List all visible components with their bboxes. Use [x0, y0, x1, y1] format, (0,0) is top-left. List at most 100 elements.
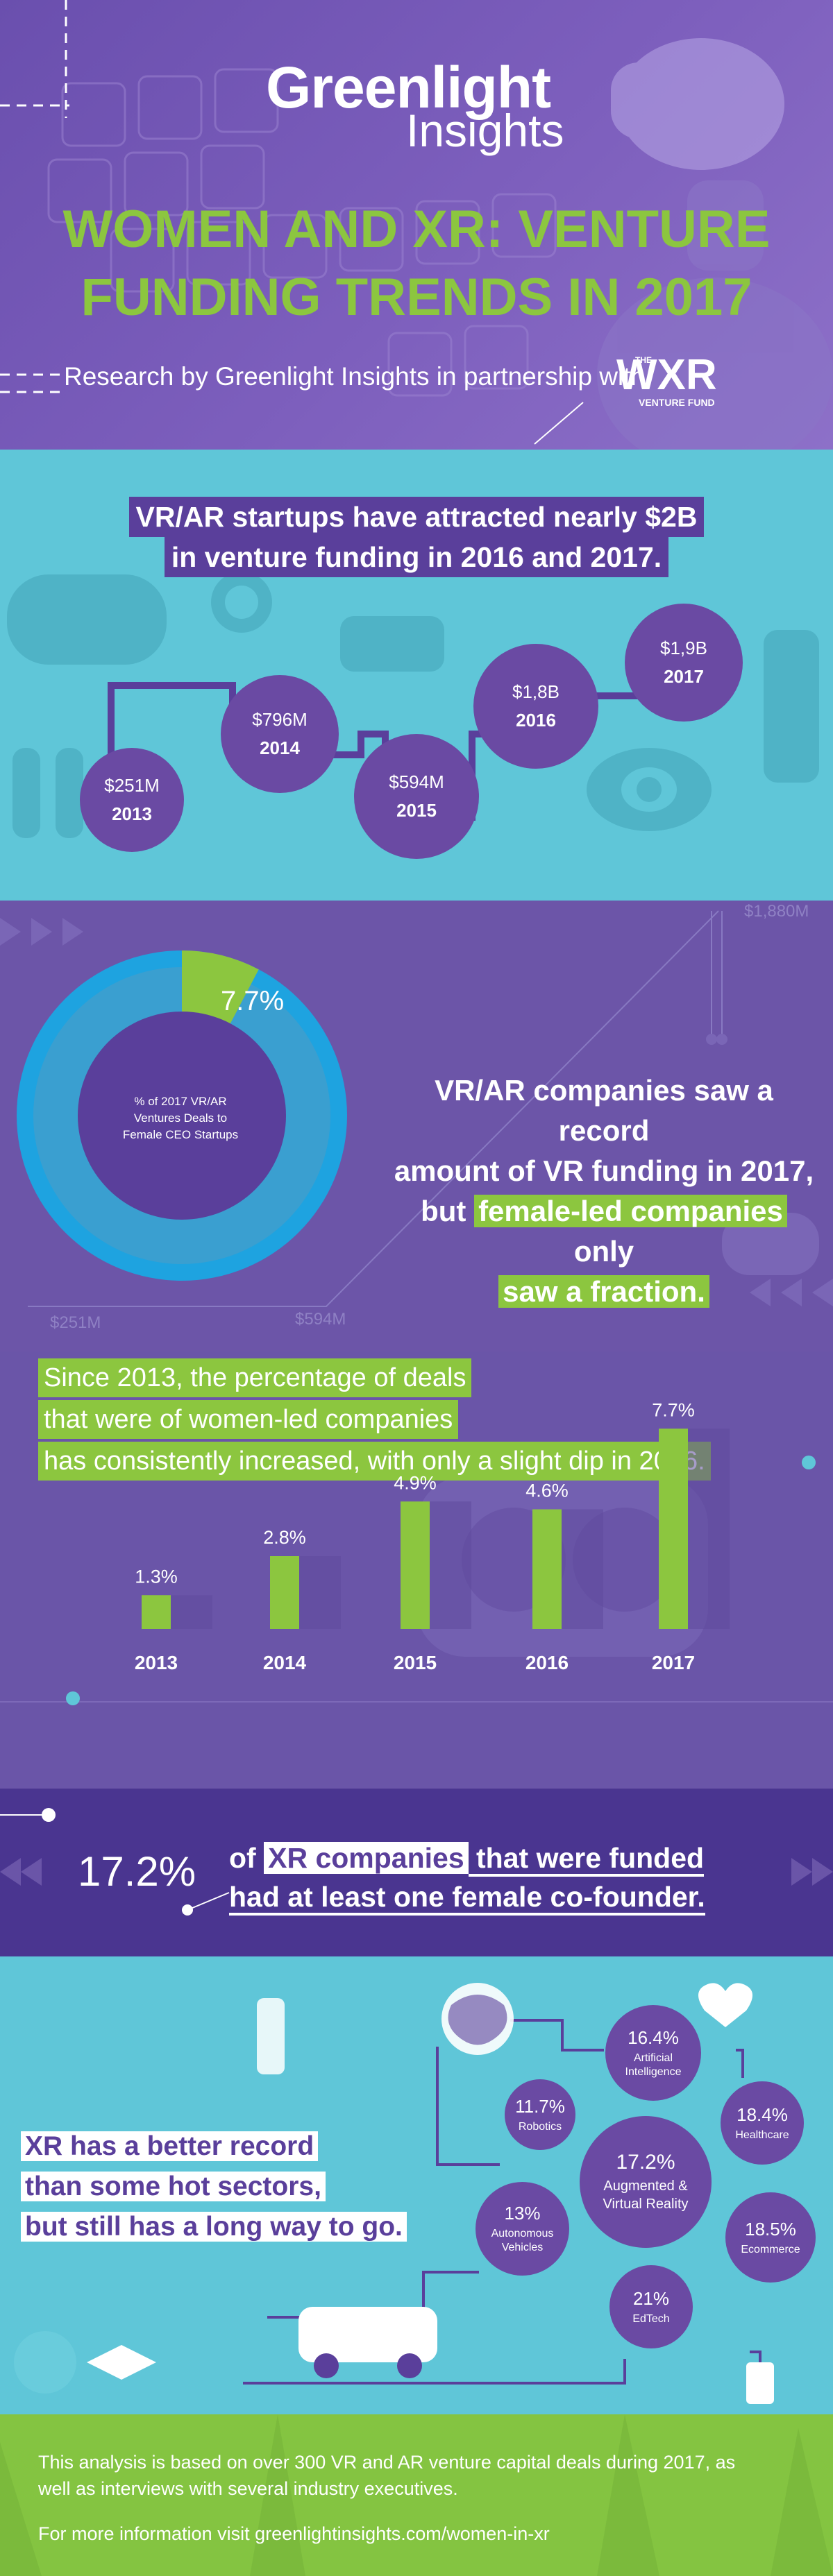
footer-section: This analysis is based on over 300 VR an…: [0, 2414, 833, 2576]
sectors-section: XR has a better record than some hot sec…: [0, 1956, 833, 2414]
heart-monitor-icon: [698, 1983, 752, 2027]
funding-value: $1,9B: [660, 638, 707, 658]
record-background: [0, 910, 833, 1307]
sector-bubble-ai: 16.4% Artificial Intelligence: [605, 2005, 701, 2101]
shopping-tag-icon: [746, 2362, 774, 2404]
bar-2017: [659, 1428, 688, 1629]
funding-bubble-2014: $796M 2014: [221, 675, 339, 793]
record-line1: VR/AR companies saw a record: [435, 1074, 773, 1147]
bar-2015: [401, 1501, 430, 1629]
funding-headline-line2: in venture funding in 2016 and 2017.: [164, 537, 669, 577]
partner-logo-small: THE: [635, 355, 652, 365]
bar-shadow: [299, 1556, 341, 1629]
sector-name: Autonomous Vehicles: [491, 2228, 554, 2253]
bar-value-label: 7.7%: [652, 1399, 695, 1420]
sectors-line1: XR has a better record: [21, 2131, 319, 2161]
sector-pct: 18.4%: [737, 2104, 788, 2125]
ghost-label-1880: $1,880M: [744, 902, 809, 921]
cofounder-line2: had at least one female co-founder.: [229, 1881, 705, 1916]
cofounder-text: of XR companies that were funded had at …: [229, 1839, 705, 1916]
cofounder-section: 17.2% of XR companies that were funded h…: [0, 1789, 833, 1956]
bar-category-label: 2013: [135, 1652, 178, 1673]
record-highlight: female-led companies: [474, 1195, 787, 1227]
donut-center-text: % of 2017 VR/AR Ventures Deals to Female…: [122, 1095, 239, 1141]
cofounder-highlight: XR companies: [264, 1842, 469, 1874]
funding-section: VR/AR startups have attracted nearly $2B…: [0, 450, 833, 901]
sectors-line3: but still has a long way to go.: [21, 2212, 407, 2242]
footer-line1: This analysis is based on over 300 VR an…: [38, 2452, 736, 2473]
bar-category-label: 2014: [263, 1652, 307, 1673]
bar-value-label: 4.6%: [525, 1481, 569, 1501]
bar-value-label: 2.8%: [263, 1527, 306, 1548]
funding-year: 2017: [664, 666, 704, 687]
logo-greenlight: Greenlight: [266, 55, 551, 120]
vr-tiles-decoration: [0, 0, 833, 450]
funding-year: 2014: [260, 737, 300, 758]
bar-shadow: [562, 1509, 603, 1629]
funding-bubble-2016: $1,8B 2016: [473, 644, 598, 769]
car-icon: [298, 2307, 437, 2362]
trend-section: Since 2013, the percentage of deals that…: [0, 1351, 833, 1789]
record-text: VR/AR companies saw a record amount of V…: [392, 1071, 816, 1312]
logo-insights: Insights: [406, 105, 564, 156]
sector-name: Robotics: [518, 2120, 562, 2133]
sector-name: EdTech: [632, 2312, 670, 2325]
bar-2016: [532, 1509, 562, 1629]
footer-line2: well as interviews with several industry…: [38, 2478, 458, 2499]
sector-name: Artificial Intelligence: [625, 2052, 682, 2078]
sectors-text: XR has a better record than some hot sec…: [21, 2126, 407, 2247]
header-section: Greenlight Insights WOMEN AND XR: VENTUR…: [0, 0, 833, 450]
bar-value-label: 4.9%: [394, 1472, 437, 1493]
funding-year: 2015: [396, 800, 437, 821]
sector-bubble-healthcare: 18.4% Healthcare: [721, 2081, 804, 2165]
sectors-background: [14, 1983, 774, 2404]
funding-year: 2013: [112, 803, 152, 824]
bar-value-label: 1.3%: [135, 1566, 178, 1587]
funding-value: $594M: [389, 771, 444, 792]
trend-text: Since 2013, the percentage of deals that…: [38, 1358, 711, 1481]
funding-bubble-2017: $1,9B 2017: [625, 604, 743, 722]
sector-name: Healthcare: [735, 2129, 789, 2141]
sectors-line2: than some hot sectors,: [21, 2172, 326, 2201]
cofounder-pct: 17.2%: [78, 1848, 196, 1895]
bar-category-label: 2017: [652, 1652, 695, 1673]
funding-year: 2016: [516, 710, 556, 731]
bar-shadow: [171, 1595, 212, 1629]
robot-hand-icon: [257, 1998, 285, 2074]
sector-bubble-autonomous: 13% Autonomous Vehicles: [476, 2182, 569, 2276]
trend-line2: that were of women-led companies: [38, 1400, 459, 1439]
graduation-cap-icon: [87, 2345, 156, 2380]
record-line3-post: only: [573, 1235, 634, 1268]
bar-shadow: [688, 1428, 730, 1629]
bar-category-label: 2015: [394, 1652, 437, 1673]
ghost-label-251: $251M: [50, 1313, 101, 1332]
footer-background: [0, 2414, 833, 2576]
partner-text: Research by Greenlight Insights in partn…: [64, 362, 646, 391]
funding-bubble-2013: $251M 2013: [80, 748, 184, 852]
cofounder-post: that were funded: [468, 1842, 705, 1877]
record-line3: but female-led companies only: [392, 1191, 816, 1272]
sector-pct: 13%: [504, 2203, 541, 2224]
sector-bubble-xr: 17.2% Augmented & Virtual Reality: [580, 2116, 712, 2248]
female-ceo-donut-chart: [17, 950, 347, 1281]
page-title-line2: FUNDING TRENDS IN 2017: [81, 268, 752, 327]
funding-headline: VR/AR startups have attracted nearly $2B…: [0, 497, 833, 577]
bar-2013: [142, 1595, 171, 1629]
funding-headline-line1: VR/AR startups have attracted nearly $2B: [128, 497, 705, 537]
funding-bubble-2015: $594M 2015: [354, 734, 479, 859]
women-led-deals-bar-chart: 1.3% 2013 2.8% 2014 4.9% 2015 4.6% 2016 7.7% 2017: [135, 1399, 730, 1673]
funding-value: $1,8B: [512, 681, 559, 702]
sector-pct: 18.5%: [745, 2218, 796, 2240]
record-line3-pre: but: [421, 1195, 475, 1227]
record-line2: amount of VR funding in 2017,: [394, 1154, 814, 1187]
funding-value: $796M: [252, 709, 308, 730]
donut-pct-label: 7.7%: [221, 986, 285, 1016]
sector-bubble-robotics: 11.7% Robotics: [505, 2079, 575, 2150]
sector-pct: 16.4%: [628, 2027, 679, 2048]
funding-value: $251M: [104, 775, 160, 796]
sector-pct: 21%: [632, 2287, 670, 2309]
footer-link[interactable]: For more information visit greenlightins…: [38, 2523, 550, 2544]
sector-pct: 17.2%: [616, 2151, 675, 2174]
sector-bubble-ecommerce: 18.5% Ecommerce: [725, 2192, 816, 2283]
trend-line3: has consistently increased, with only a …: [38, 1442, 711, 1481]
